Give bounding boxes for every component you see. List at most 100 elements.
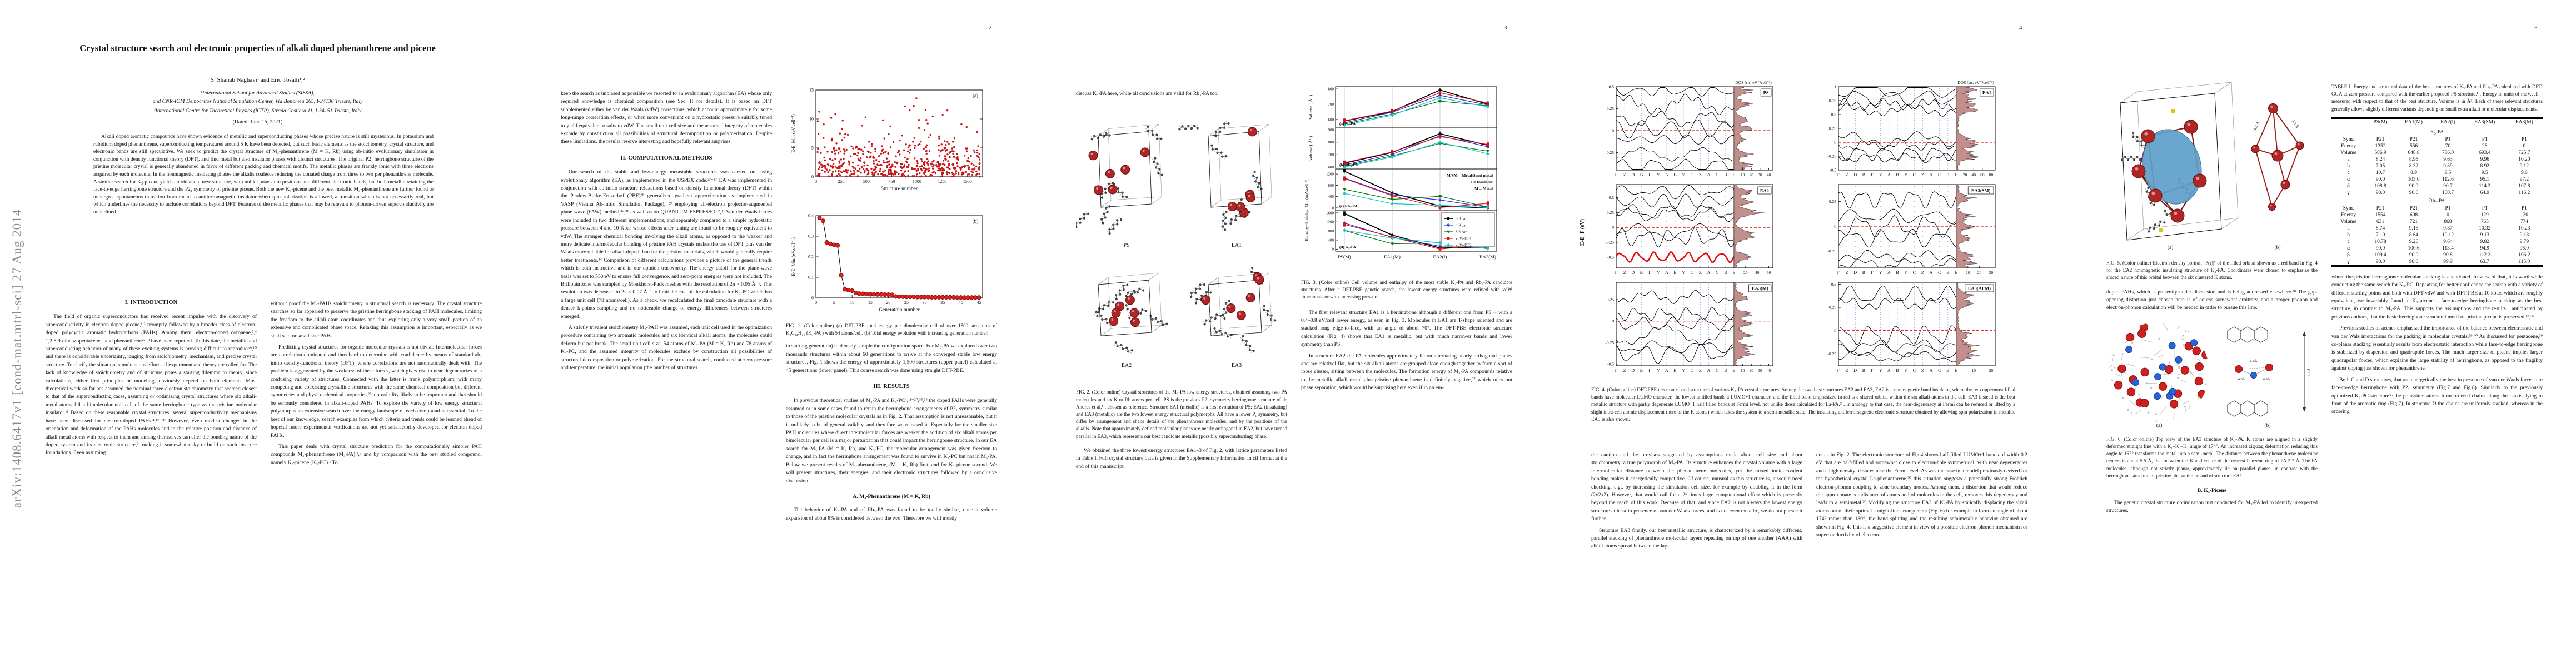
page-number: 5 [2534,24,2538,31]
table-cell: 106.2 [2518,252,2530,258]
table-cell: P1 [2482,136,2488,142]
table-cell: 8.9 [2410,170,2417,176]
svg-text:700: 700 [1328,102,1334,107]
table-cell: 9.13 [2480,232,2489,238]
svg-text:0.1: 0.1 [808,275,814,280]
svg-text:B: B [1862,270,1865,275]
table-row: γ 90.0 90.0 100.7 64.9 116.2 [2331,190,2543,196]
svg-text:-0.25: -0.25 [1605,340,1614,345]
svg-text:Y: Y [1657,270,1660,275]
svg-text:(b): (b) [2274,245,2280,251]
table-cell: 8.92 [2480,163,2489,169]
svg-text:EA1(M): EA1(M) [1384,254,1401,260]
table-cell: P21 [2409,136,2418,142]
svg-text:C: C [1716,368,1718,373]
table-cell: 99.9 [2443,258,2453,265]
svg-text:0.3: 0.3 [808,234,814,239]
table-cell: P21 [2376,136,2385,142]
svg-text:PS: PS [1763,90,1769,96]
table-cell: 8.95 [2409,156,2419,162]
svg-text:Y: Y [1904,172,1907,177]
svg-text:PS: PS [1123,242,1129,248]
svg-text:0: 0 [1332,206,1334,210]
table-cell: 765 [2480,218,2489,225]
svg-text:Y: Y [1657,368,1660,373]
table-cell: 9.89 [2443,163,2453,169]
table-cell: Sym. [2343,136,2354,142]
table-cell: 94.9 [2480,245,2489,251]
table-cell: P21 [2376,205,2385,211]
table-cell: 70 [2445,143,2451,149]
paragraph: ers as in Fig. 2. The electronic structu… [1816,452,2027,539]
table-cell: 9.6 [2520,170,2528,176]
svg-text:400: 400 [1328,238,1334,242]
svg-text:400: 400 [1328,195,1334,199]
table-cell: 774 [2520,218,2528,225]
table-cell: 9.79 [2519,238,2529,245]
svg-text:700: 700 [1328,153,1334,157]
svg-text:45: 45 [976,300,981,305]
svg-text:Structure number: Structure number [881,186,918,192]
svg-text:Z: Z [1623,270,1626,275]
figure-6-top-view: 4.6Å 4.3Å 4.3Å 5.6Å (a) (b) [2106,318,2318,432]
table-cell: 9.16 [2409,225,2419,231]
paragraph: The field of organic superconductors has… [46,313,257,456]
svg-text:20: 20 [1963,172,1967,177]
svg-text:8 Kbar: 8 Kbar [1456,230,1467,235]
table-row: b 7.10 8.64 10.12 9.13 9.18 [2331,232,2543,238]
svg-text:C: C [1691,270,1693,275]
table-cell: 725.7 [2518,150,2530,156]
table-cell: P1 [2521,205,2527,211]
svg-text:0.25: 0.25 [1829,305,1836,310]
affiliation-3: ²International Centre for Theoretical Ph… [153,108,362,114]
svg-text:Z: Z [1623,172,1626,177]
structural-data-table: PS(M) EA1(M) EA2(I) EA3(SM) EA3(M) K₃-PA Sym. P… [2331,117,2543,267]
svg-text:10: 10 [1741,172,1745,177]
table-cell: 8.74 [2375,225,2385,231]
svg-text:0: 0 [815,179,817,184]
table-cell: 608 [2409,212,2418,218]
p5-column-left: 4.6 Å 5.8 Å (a) (b) FIG. 5. (Color online) … [2106,78,2318,519]
table-cell: b [2347,232,2350,238]
page-number: 3 [1504,24,1507,31]
svg-text:(a): (a) [2156,422,2163,429]
table-cell: Sym. [2343,205,2354,211]
table-cell: γ [2347,190,2350,196]
section-methods: II. COMPUTATIONAL METHODS [620,155,712,161]
svg-text:Γ: Γ [1871,172,1874,177]
svg-text:-0.5: -0.5 [1607,362,1614,367]
svg-text:Γ: Γ [1615,172,1618,177]
svg-text:10: 10 [1741,368,1745,373]
svg-text:E-E_Min (eV.cell⁻¹): E-E_Min (eV.cell⁻¹) [790,237,796,276]
svg-text:40: 40 [959,300,963,305]
page-5: 5 4.6 Å 5.8 Å (a) (b) FIG. 5. (Color online… [2061,0,2576,667]
svg-text:0: 0 [1834,328,1836,333]
table-row: Volume 586.9 648.8 786.0 693.4 725.7 [2331,150,2543,156]
svg-text:A: A [1665,270,1668,275]
svg-text:B: B [1673,368,1676,373]
paragraph: discuss K₃-PA here, while all conclusion… [1076,91,1219,97]
svg-text:1200: 1200 [1326,220,1334,225]
paragraph: in starting generation) to densely sampl… [786,343,997,374]
svg-text:B: B [1896,270,1899,275]
column-header: EA3(M) [2505,118,2543,127]
svg-text:C: C [1913,368,1916,373]
svg-text:0.25: 0.25 [1829,199,1836,204]
svg-text:800: 800 [1328,140,1334,145]
figure-1-energy-plots: 0 5 10 15 0 250 500 750 1000 1250 1500 (a) E-E_Min (… [786,82,997,318]
table-cell: Volume [2340,150,2357,156]
svg-text:C: C [1716,270,1718,275]
svg-text:-0.5: -0.5 [1607,255,1614,260]
figure-3-volume-enthalpy-plot: 600 700 800 (a) K₃-PA 600 700 800 900 (b) Rb₃-PA… [1301,83,1512,275]
svg-text:Enthalpy−Enthalpy_Min (meV.cel: Enthalpy−Enthalpy_Min (meV.cell⁻¹) [1304,179,1309,241]
svg-text:1600: 1600 [1326,211,1334,215]
table-cell: 28 [2482,143,2488,149]
svg-text:4 Kbar: 4 Kbar [1456,223,1467,228]
svg-text:20: 20 [1750,368,1754,373]
paragraph: Previous studies of acenes emphasized th… [2331,325,2543,372]
svg-text:-0.5: -0.5 [1830,168,1836,173]
table-cell: 1554 [2375,212,2386,218]
svg-text:Z: Z [1921,270,1924,275]
svg-text:-0.25: -0.25 [1605,150,1614,155]
svg-text:A: A [1887,172,1891,177]
